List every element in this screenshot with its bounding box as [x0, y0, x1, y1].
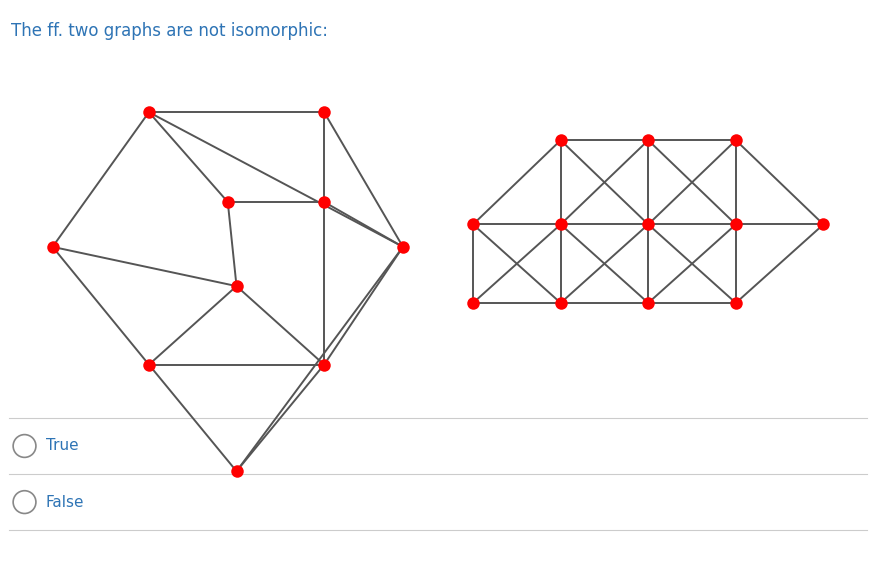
Text: False: False: [46, 495, 84, 509]
Text: True: True: [46, 439, 78, 453]
Text: The ff. two graphs are not isomorphic:: The ff. two graphs are not isomorphic:: [11, 22, 328, 40]
